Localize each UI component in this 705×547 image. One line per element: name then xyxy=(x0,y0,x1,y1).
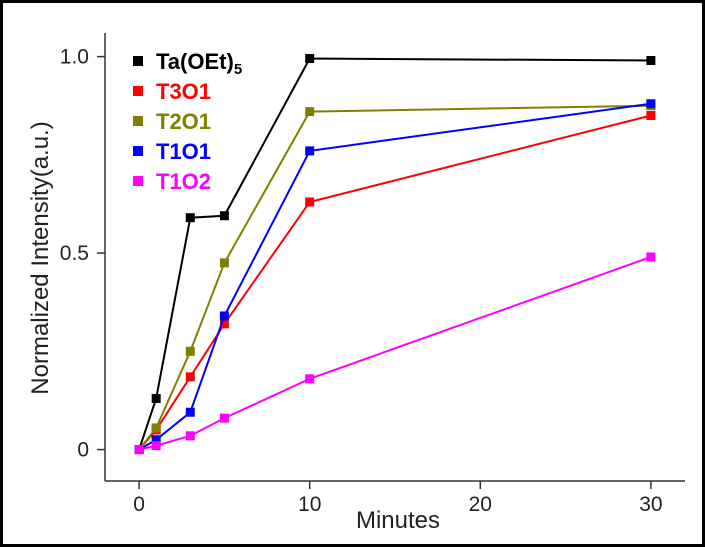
data-point xyxy=(219,413,229,423)
data-point xyxy=(185,431,195,441)
data-point xyxy=(646,111,656,121)
data-point xyxy=(219,258,229,268)
y-axis-title: Normalized Intensity(a.u.) xyxy=(27,121,54,394)
data-point xyxy=(646,252,656,262)
x-tick-label: 20 xyxy=(469,493,492,516)
legend-label: T3O1 xyxy=(156,79,211,104)
data-point xyxy=(305,107,315,117)
data-point xyxy=(185,213,195,223)
legend-marker xyxy=(133,56,143,66)
series-line xyxy=(138,104,651,451)
x-tick-label: 30 xyxy=(639,493,662,516)
data-point xyxy=(305,146,315,156)
legend-label: T1O2 xyxy=(156,169,211,194)
data-point xyxy=(134,445,144,455)
series-layer xyxy=(134,54,656,455)
axes: 0 10 20 30 0 0.5 1.0 xyxy=(60,33,685,516)
data-point xyxy=(305,197,315,207)
x-tick-label: 10 xyxy=(298,493,321,516)
data-point xyxy=(305,374,315,384)
x-axis-title: Minutes xyxy=(356,507,440,534)
legend-marker xyxy=(133,86,143,96)
series-line xyxy=(138,57,651,450)
data-point xyxy=(646,99,656,109)
legend-marker xyxy=(133,176,143,186)
legend-label: T2O1 xyxy=(156,109,211,134)
legend-marker xyxy=(133,116,143,126)
data-point xyxy=(151,435,161,445)
legend-label: Ta(OEt)5 xyxy=(156,49,242,78)
data-point xyxy=(151,423,161,433)
series-t1o2 xyxy=(134,252,656,455)
data-point xyxy=(151,441,161,451)
x-tick-label: 0 xyxy=(133,493,145,516)
data-point xyxy=(646,56,656,66)
y-tick-label: 0.5 xyxy=(60,242,89,265)
legend-label: T1O1 xyxy=(156,139,211,164)
series-line xyxy=(138,102,652,451)
legend-label-subscript: 5 xyxy=(234,61,242,78)
data-point xyxy=(185,346,195,356)
data-point xyxy=(219,319,229,329)
series-t1o1 xyxy=(134,99,656,455)
data-point xyxy=(185,372,195,382)
data-point xyxy=(219,211,229,221)
legend-marker xyxy=(133,146,143,156)
data-point xyxy=(185,407,195,417)
y-tick-label: 1.0 xyxy=(60,46,89,69)
data-point xyxy=(305,54,315,64)
y-tick-label: 0 xyxy=(77,439,89,462)
data-point xyxy=(151,393,161,403)
data-point xyxy=(219,311,229,321)
series-t2o1 xyxy=(134,101,656,455)
